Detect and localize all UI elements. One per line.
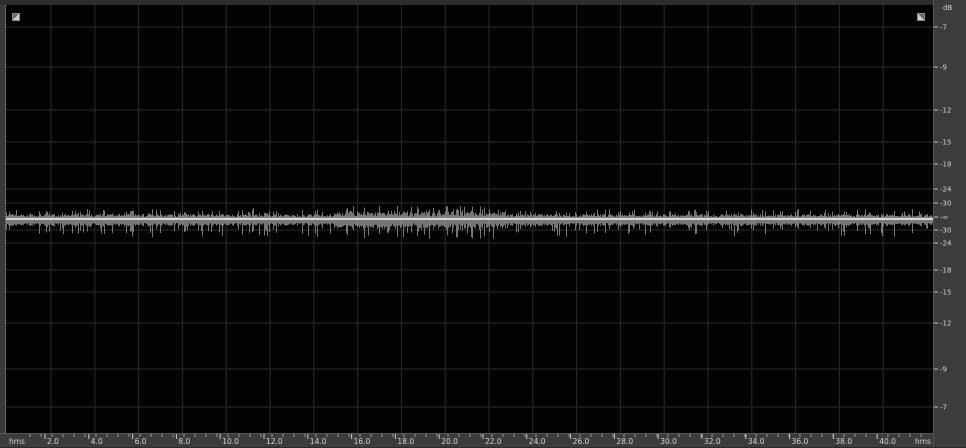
time-tick-label: 4.0 [91, 437, 103, 446]
waveform-canvas[interactable] [6, 5, 933, 433]
time-tick-label: 8.0 [178, 437, 190, 446]
db-unit-label: dB [943, 4, 952, 12]
db-tick-label: -30 [940, 227, 951, 235]
db-tick-label: -∞ [940, 214, 948, 222]
db-tick-label: -15 [940, 289, 951, 297]
db-tick-label: -12 [940, 320, 951, 328]
time-tick-label: 12.0 [266, 437, 283, 446]
db-tick-label: -24 [940, 240, 952, 248]
time-tick-label: 26.0 [573, 437, 590, 446]
db-tick-label: -9 [940, 64, 947, 72]
time-tick-label: 34.0 [748, 437, 765, 446]
time-tick-label: 22.0 [485, 437, 502, 446]
db-tick-label: -15 [940, 139, 951, 147]
time-tick-label: 30.0 [660, 437, 677, 446]
db-tick-label: -7 [940, 24, 947, 32]
db-ruler[interactable]: dB -7 -9 -12 -15 -18 -24 -30 -∞ -30 -24 -18 -15 -12 -… [933, 0, 966, 447]
time-tick-label: 14.0 [310, 437, 327, 446]
time-tick-label: 10.0 [222, 437, 239, 446]
db-tick-label: -18 [940, 267, 951, 275]
time-ruler-canvas: hms hms 2.0 4.0 6.0 8.0 10.0 12.0 14.0 16.0 18.0… [9, 434, 931, 446]
db-tick-label: -9 [940, 366, 947, 374]
time-ruler[interactable]: hms hms 2.0 4.0 6.0 8.0 10.0 12.0 14.0 16.0 18.0… [0, 433, 933, 447]
db-tick-label: -30 [940, 200, 951, 208]
db-tick-label: -7 [940, 404, 947, 412]
waveform-display[interactable] [6, 5, 933, 433]
time-tick-label: 18.0 [397, 437, 414, 446]
time-tick-label: 16.0 [354, 437, 371, 446]
time-tick-label: 32.0 [704, 437, 721, 446]
fade-in-icon[interactable] [12, 13, 20, 21]
waveform-trace [6, 205, 933, 239]
time-tick-label: 40.0 [879, 437, 896, 446]
time-unit-label-left: hms [9, 437, 25, 446]
time-tick-label: 2.0 [47, 437, 59, 446]
time-tick-label: 20.0 [441, 437, 458, 446]
time-unit-label-right: hms [915, 437, 931, 446]
time-tick-label: 38.0 [835, 437, 852, 446]
db-tick-label: -18 [940, 161, 951, 169]
top-bar [0, 0, 933, 5]
db-tick-label: -12 [940, 107, 951, 115]
time-tick-label: 24.0 [529, 437, 546, 446]
time-tick-label: 6.0 [135, 437, 147, 446]
db-ruler-canvas: dB -7 -9 -12 -15 -18 -24 -30 -∞ -30 -24 -18 -15 -12 -… [934, 4, 952, 412]
db-tick-label: -24 [940, 186, 952, 194]
left-edge-strip [0, 5, 6, 433]
time-tick-label: 36.0 [792, 437, 809, 446]
fade-out-icon[interactable] [917, 13, 925, 21]
time-tick-label: 28.0 [616, 437, 633, 446]
